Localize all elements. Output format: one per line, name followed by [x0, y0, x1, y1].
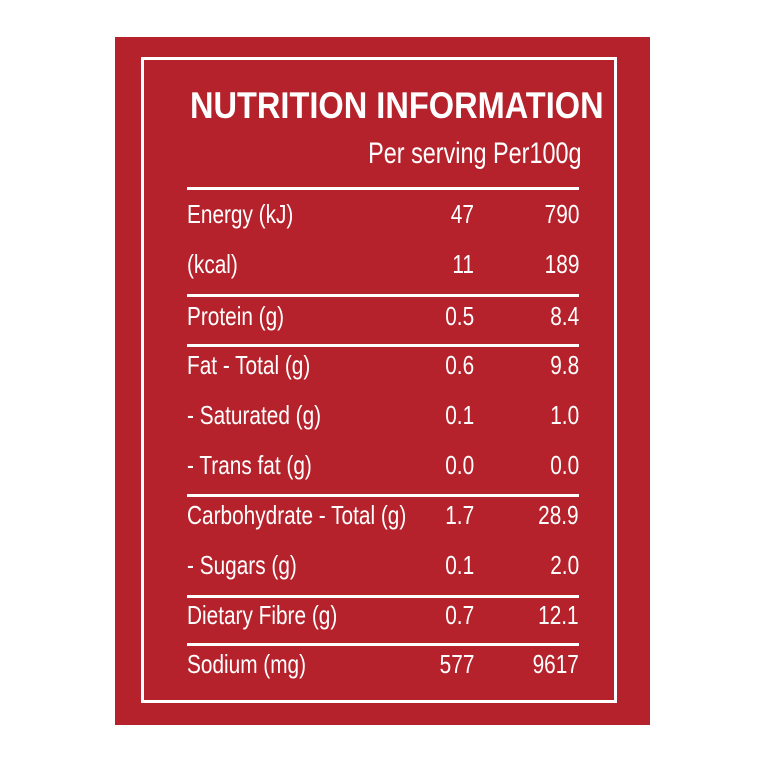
row-label: Sodium (mg)	[187, 649, 307, 679]
per-100g-value: 1.0	[550, 400, 579, 430]
table-row-sodium: Sodium (mg) 577 9617	[187, 649, 579, 689]
divider	[187, 643, 579, 646]
per-serving-value: 0.7	[445, 600, 474, 630]
per-serving-value: 577	[439, 649, 474, 679]
row-label: - Sugars (g)	[187, 550, 297, 580]
table-row-saturated: - Saturated (g) 0.1 1.0	[187, 400, 579, 440]
nutrition-panel: NUTRITION INFORMATION Per serving Per100…	[115, 37, 650, 725]
per-100g-value: 790	[544, 199, 579, 229]
per-serving-value: 0.6	[445, 350, 474, 380]
per-100g-value: 2.0	[550, 550, 579, 580]
per-100g-value: 9617	[532, 649, 579, 679]
table-row-energy-kj: Energy (kJ) 47 790	[187, 199, 579, 239]
table-row-protein: Protein (g) 0.5 8.4	[187, 301, 579, 341]
per-serving-value: 1.7	[445, 500, 474, 530]
row-label: Energy (kJ)	[187, 199, 294, 229]
row-label: (kcal)	[187, 249, 238, 279]
divider	[187, 595, 579, 598]
row-label: Fat - Total (g)	[187, 350, 311, 380]
per-serving-value: 47	[450, 199, 474, 229]
panel-title: NUTRITION INFORMATION	[190, 85, 604, 126]
table-row-energy-kcal: (kcal) 11 189	[187, 249, 579, 289]
per-100g-value: 189	[544, 249, 579, 279]
row-label: Dietary Fibre (g)	[187, 600, 338, 630]
divider	[187, 187, 579, 190]
per-serving-value: 0.0	[445, 450, 474, 480]
table-row-fat-total: Fat - Total (g) 0.6 9.8	[187, 350, 579, 390]
panel-border	[141, 57, 617, 703]
per-100g-value: 9.8	[550, 350, 579, 380]
column-header-100g: Per100g	[493, 137, 582, 170]
per-100g-value: 12.1	[538, 600, 579, 630]
per-100g-value: 8.4	[550, 301, 579, 331]
row-label: Protein (g)	[187, 301, 285, 331]
per-serving-value: 0.1	[445, 400, 474, 430]
table-row-sugars: - Sugars (g) 0.1 2.0	[187, 550, 579, 590]
divider	[187, 344, 579, 347]
per-serving-value: 0.1	[445, 550, 474, 580]
per-serving-value: 0.5	[445, 301, 474, 331]
per-serving-value: 11	[452, 249, 474, 279]
table-row-trans-fat: - Trans fat (g) 0.0 0.0	[187, 450, 579, 490]
row-label: - Saturated (g)	[187, 400, 322, 430]
table-row-carbohydrate: Carbohydrate - Total (g) 1.7 28.9	[187, 500, 579, 540]
divider	[187, 294, 579, 297]
column-header-serving: Per serving	[368, 137, 488, 170]
per-100g-value: 28.9	[538, 500, 579, 530]
table-row-dietary-fibre: Dietary Fibre (g) 0.7 12.1	[187, 600, 579, 640]
row-label: Carbohydrate - Total (g)	[187, 500, 407, 530]
divider	[187, 494, 579, 497]
row-label: - Trans fat (g)	[187, 450, 312, 480]
column-headers: Per serving Per100g	[369, 137, 582, 171]
per-100g-value: 0.0	[550, 450, 579, 480]
